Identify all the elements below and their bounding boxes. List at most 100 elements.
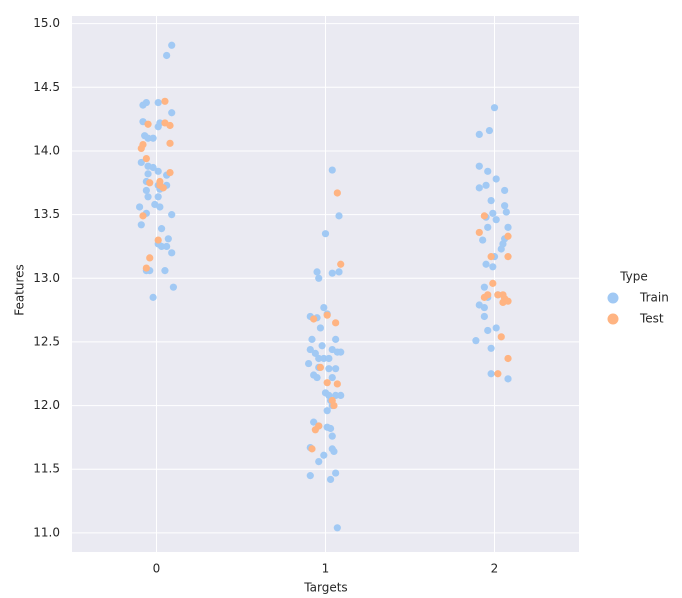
point	[326, 475, 335, 484]
point	[169, 283, 177, 291]
point	[332, 319, 340, 327]
y-tick-label: 15.0	[33, 16, 60, 30]
point	[501, 202, 509, 210]
point	[315, 274, 323, 282]
point	[504, 223, 512, 231]
point	[475, 228, 483, 237]
point	[163, 242, 171, 251]
point	[311, 426, 319, 434]
point	[490, 104, 499, 112]
legend-title: Type	[619, 270, 648, 284]
point	[333, 524, 341, 532]
point	[139, 212, 147, 220]
point	[475, 130, 483, 139]
point	[168, 211, 176, 219]
point	[337, 260, 345, 268]
point	[502, 208, 510, 216]
point	[164, 235, 172, 243]
point	[330, 447, 338, 456]
point	[480, 283, 488, 291]
point	[482, 181, 490, 189]
y-tick-label: 12.0	[33, 398, 60, 412]
point	[484, 223, 492, 231]
point	[323, 407, 331, 415]
point	[485, 126, 494, 135]
point	[144, 170, 152, 178]
point	[489, 279, 497, 287]
point	[149, 293, 157, 301]
point	[335, 268, 343, 276]
point	[313, 373, 321, 382]
point	[489, 209, 497, 217]
point	[166, 121, 174, 130]
point	[472, 337, 480, 345]
point	[154, 193, 162, 201]
point	[332, 391, 340, 400]
point	[333, 189, 341, 197]
point	[320, 451, 328, 459]
point	[337, 348, 345, 356]
point	[320, 303, 328, 312]
point	[482, 260, 490, 268]
point	[161, 267, 169, 275]
point	[492, 175, 500, 183]
point	[316, 363, 325, 371]
point	[332, 365, 340, 373]
point	[136, 203, 144, 211]
point	[137, 144, 145, 153]
point	[325, 354, 333, 363]
point	[156, 203, 164, 211]
point	[325, 365, 333, 373]
point	[499, 298, 507, 307]
point	[166, 139, 174, 147]
legend-marker	[607, 292, 619, 304]
point	[154, 167, 162, 175]
point	[504, 232, 512, 240]
point	[484, 167, 492, 175]
point	[316, 324, 325, 332]
point	[318, 342, 326, 350]
point	[166, 168, 174, 177]
point	[163, 51, 171, 60]
point	[306, 345, 314, 354]
point	[154, 123, 162, 131]
point	[323, 379, 331, 387]
point	[494, 370, 502, 378]
point	[306, 472, 314, 480]
point	[475, 162, 483, 170]
point	[308, 445, 316, 453]
point	[333, 380, 341, 388]
point	[328, 432, 336, 440]
point	[501, 186, 509, 195]
point	[144, 193, 152, 201]
point	[142, 264, 150, 272]
point	[168, 41, 176, 49]
point	[144, 120, 152, 128]
y-tick-label: 13.0	[33, 271, 60, 285]
point	[305, 359, 313, 368]
point	[323, 311, 331, 319]
y-tick-label: 13.5	[33, 207, 60, 221]
point	[480, 312, 488, 321]
point	[149, 134, 157, 142]
x-tick-label: 2	[491, 562, 499, 576]
point	[479, 236, 487, 244]
point	[137, 221, 145, 229]
point	[142, 154, 150, 163]
y-tick-label: 12.5	[33, 334, 60, 348]
point	[487, 344, 495, 352]
point	[480, 212, 488, 220]
point	[504, 253, 512, 261]
point	[313, 268, 321, 276]
y-tick-label: 14.5	[33, 80, 60, 94]
point	[142, 186, 150, 195]
x-tick-label: 0	[153, 562, 161, 576]
point	[328, 373, 336, 382]
point	[157, 225, 166, 233]
point	[323, 423, 331, 431]
x-tick-label: 1	[322, 562, 330, 576]
point	[492, 324, 500, 332]
point	[497, 333, 505, 341]
point	[487, 370, 495, 378]
legend-label: Train	[639, 291, 669, 305]
